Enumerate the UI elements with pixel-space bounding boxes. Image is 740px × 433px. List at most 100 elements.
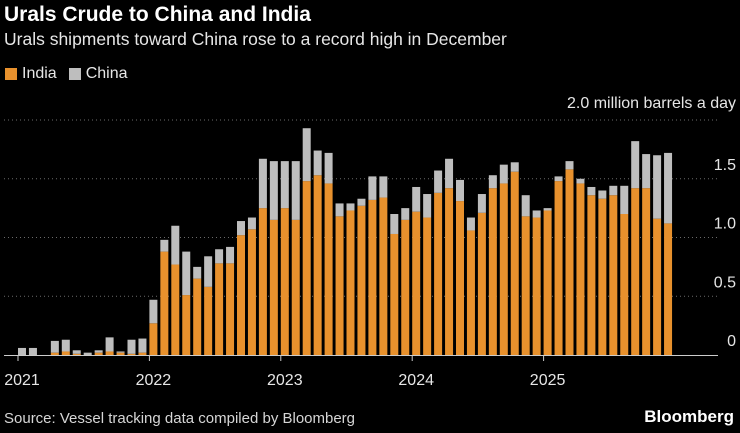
bar-china [390,214,399,234]
bar-china [193,266,202,279]
bar-china [324,152,333,184]
bar-india [171,264,180,355]
bar-india [237,235,245,355]
bar-india [138,352,147,355]
bar-china [182,251,191,296]
bar-china [357,198,366,206]
bar-china [477,194,486,213]
bar-india [554,181,563,355]
bar-china [423,194,432,218]
bar-india [193,278,202,355]
bar-india [543,210,552,355]
bar-india [291,219,300,355]
bar-china [642,154,651,189]
bar-india [412,211,421,355]
bar-china [138,338,147,353]
bar-china [72,350,81,354]
bar-china [160,239,169,252]
bar-china [664,152,673,224]
bar-india [160,251,169,355]
bar-china [456,179,464,202]
bar-china [346,203,355,211]
bar-china [401,208,410,220]
bar-india [127,353,136,355]
x-tick-label: 2024 [398,372,434,389]
bar-india [368,199,377,355]
bar-china [204,256,213,287]
bar-india [631,188,640,355]
y-tick-label: 0.5 [714,274,736,291]
legend-label-india: India [22,65,57,82]
bar-india [215,263,224,355]
bar-china [258,158,267,209]
bar-india [477,212,486,355]
bar-india [335,216,344,355]
bar-india [105,351,114,355]
bar-china [215,249,224,264]
bar-india [510,171,519,355]
bar-india [423,217,432,355]
bar-china [576,178,585,184]
bar-india [598,198,607,355]
bar-india [324,183,333,355]
bar-india [357,205,366,355]
y-tick-label: 1.0 [714,216,736,233]
bar-india [521,216,530,355]
bar-china [247,217,256,230]
bar-china [291,161,300,220]
x-tick-label: 2023 [267,372,303,389]
bar-india [456,201,464,355]
bar-india [94,352,103,355]
bar-china [237,221,245,236]
bloomberg-logo: Bloomberg [644,407,734,426]
bar-india [302,181,311,355]
bar-india [116,352,125,355]
bar-india [72,353,81,355]
bar-india [50,352,59,355]
chart-subtitle: Urals shipments toward China rose to a r… [4,29,507,49]
x-tick-label: 2025 [530,372,566,389]
bar-india [466,230,475,355]
bar-china [532,210,541,218]
bar-india [346,210,355,355]
bar-india [609,195,618,355]
bar-china [83,352,92,355]
source-note: Source: Vessel tracking data compiled by… [4,410,356,427]
bar-china [543,208,552,211]
legend-swatch-india [5,68,17,80]
legend-item-india: India [5,65,57,83]
bar-india [445,188,454,355]
legend-label-china: China [85,65,128,82]
bar-china [313,150,322,176]
bar-china [368,176,377,200]
y-tick-label: 0 [727,333,736,350]
bar-india [258,208,267,355]
bar-india [182,295,191,355]
bar-india [565,169,574,355]
bar-china [105,337,114,352]
bar-india [532,217,541,355]
bar-china [269,161,278,220]
bar-india [620,214,629,355]
bar-india [499,183,508,355]
bar-china [412,186,421,212]
chart-title: Urals Crude to China and India [4,3,311,26]
bar-china [554,176,563,182]
bar-india [664,223,673,355]
bar-india [642,188,651,355]
bar-china [379,176,388,198]
bar-china [587,186,596,196]
bar-china [598,190,607,199]
bar-india [247,229,256,355]
bar-china [335,203,344,217]
bar-china [50,340,59,353]
x-tick-label: 2021 [4,372,40,389]
bar-india [61,351,70,355]
bar-china [620,185,629,214]
bar-india [576,183,585,355]
bar-china [149,299,158,324]
y-axis-unit-label: 2.0 million barrels a day [567,95,736,112]
legend-item-china: China [68,65,128,83]
bar-china [18,347,26,355]
